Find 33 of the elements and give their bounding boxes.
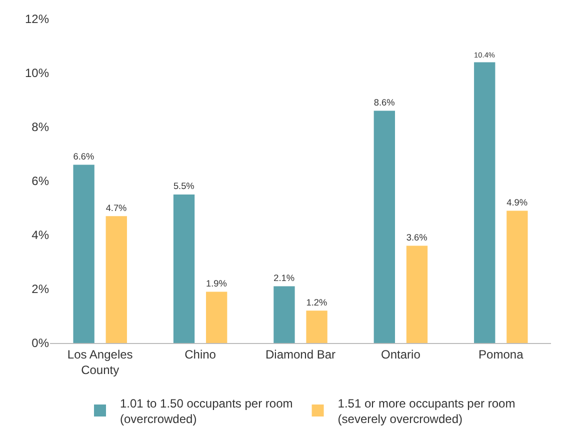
y-tick-label: 6%	[32, 174, 50, 188]
bar	[73, 164, 94, 343]
legend-label: 1.01 to 1.50 occupants per room (overcrowded)	[120, 396, 293, 426]
data-label: 8.6%	[374, 98, 395, 108]
x-tick-label: Ontario	[381, 347, 421, 362]
y-tick-label: 0%	[32, 336, 50, 350]
y-tick-label: 12%	[24, 12, 50, 26]
y-tick-label: 4%	[32, 228, 50, 242]
bar	[206, 292, 228, 343]
legend-label: 1.51 or more occupants per room (severely overcrowded)	[338, 396, 516, 426]
data-label: 1.9%	[206, 278, 227, 288]
data-label: 5.5%	[173, 181, 194, 192]
data-label: 1.2%	[306, 297, 328, 308]
y-tick-label: 10%	[24, 66, 50, 80]
y-tick-label: 8%	[32, 120, 50, 134]
data-label: 3.6%	[406, 232, 428, 243]
bar	[173, 194, 195, 343]
x-tick-label: Los Angeles County	[67, 347, 133, 377]
bar	[306, 310, 328, 343]
x-tick-label: Pomona	[478, 347, 524, 362]
x-tick-label: Diamond Bar	[265, 347, 336, 362]
data-label: 6.6%	[73, 152, 94, 162]
bar	[474, 62, 496, 343]
bar	[506, 210, 528, 343]
bar	[106, 216, 127, 343]
y-tick-label: 2%	[32, 282, 50, 296]
data-label: 4.7%	[106, 202, 127, 213]
data-label: 2.1%	[274, 273, 295, 284]
bar	[406, 246, 428, 343]
x-tick-label: Chino	[184, 347, 216, 362]
bar	[374, 110, 395, 343]
data-label: 4.9%	[506, 197, 528, 208]
bar	[274, 286, 295, 343]
